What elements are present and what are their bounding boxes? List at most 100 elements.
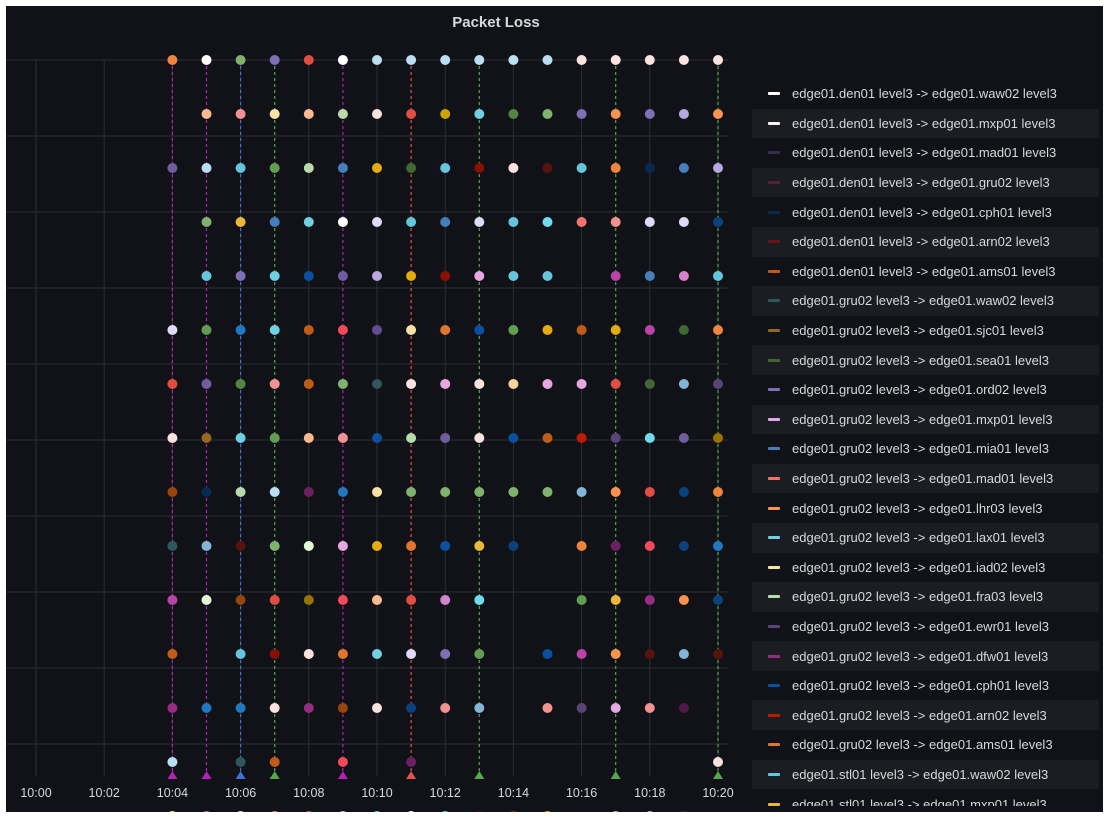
data-point: [201, 163, 212, 173]
data-point: [713, 109, 723, 119]
legend-item[interactable]: edge01.gru02 level3 -> edge01.mxp01 leve…: [752, 404, 1099, 435]
x-tick-label: 10:14: [498, 786, 529, 800]
data-point: [544, 811, 551, 812]
data-point: [678, 271, 689, 281]
data-point: [406, 487, 417, 497]
data-point: [201, 703, 212, 713]
data-point: [476, 811, 483, 812]
data-point: [440, 379, 451, 389]
data-point: [576, 487, 587, 497]
legend-item[interactable]: edge01.gru02 level3 -> edge01.lax01 leve…: [752, 522, 1099, 553]
legend-label: edge01.gru02 level3 -> edge01.mxp01 leve…: [792, 411, 1053, 427]
data-point: [235, 55, 246, 65]
legend-item[interactable]: edge01.gru02 level3 -> edge01.iad02 leve…: [752, 553, 1099, 583]
annotation-marker: [269, 771, 280, 779]
data-point: [337, 109, 348, 119]
data-point: [440, 217, 451, 227]
legend-item[interactable]: edge01.gru02 level3 -> edge01.lhr03 leve…: [752, 493, 1099, 523]
legend-item[interactable]: edge01.gru02 level3 -> edge01.ewr01 leve…: [752, 612, 1099, 642]
legend-label: edge01.gru02 level3 -> edge01.ord02 leve…: [792, 382, 1047, 398]
data-point: [201, 379, 212, 389]
legend-item[interactable]: edge01.den01 level3 -> edge01.arn02 leve…: [752, 226, 1099, 257]
data-point: [713, 649, 723, 659]
data-point: [474, 703, 485, 713]
legend-item[interactable]: edge01.den01 level3 -> edge01.waw02 leve…: [752, 79, 1099, 109]
data-point: [474, 487, 485, 497]
data-point: [713, 217, 723, 227]
data-point: [474, 163, 485, 173]
annotation-marker: [201, 771, 212, 779]
x-tick-label: 10:00: [20, 786, 51, 800]
legend-item[interactable]: edge01.den01 level3 -> edge01.gru02 leve…: [752, 167, 1099, 198]
legend-item[interactable]: edge01.gru02 level3 -> edge01.mad01 leve…: [752, 463, 1099, 494]
data-point: [235, 325, 246, 335]
legend-item[interactable]: edge01.gru02 level3 -> edge01.sea01 leve…: [752, 345, 1099, 375]
legend-item[interactable]: edge01.gru02 level3 -> edge01.ams01 leve…: [752, 730, 1099, 760]
data-point: [644, 217, 655, 227]
legend-item[interactable]: edge01.gru02 level3 -> edge01.cph01 leve…: [752, 671, 1099, 701]
data-point: [337, 271, 348, 281]
legend-item[interactable]: edge01.gru02 level3 -> edge01.sjc01 leve…: [752, 316, 1099, 346]
legend-item[interactable]: edge01.gru02 level3 -> edge01.waw02 leve…: [752, 286, 1099, 316]
legend-item[interactable]: edge01.den01 level3 -> edge01.ams01 leve…: [752, 257, 1099, 287]
data-point: [303, 703, 314, 713]
data-point: [372, 217, 382, 227]
legend-label: edge01.gru02 level3 -> edge01.dfw01 leve…: [792, 648, 1049, 664]
data-point: [542, 649, 553, 659]
data-point: [337, 757, 348, 767]
data-point: [542, 325, 553, 335]
data-point: [269, 271, 280, 281]
legend-label: edge01.gru02 level3 -> edge01.fra03 leve…: [792, 589, 1044, 605]
data-point: [440, 163, 451, 173]
data-point: [678, 433, 689, 443]
x-tick-label: 10:16: [566, 786, 597, 800]
data-point: [610, 379, 621, 389]
data-point: [474, 379, 485, 389]
data-point: [235, 379, 246, 389]
data-point: [235, 649, 246, 659]
legend-item[interactable]: edge01.den01 level3 -> edge01.cph01 leve…: [752, 197, 1099, 227]
data-point: [612, 811, 619, 812]
data-point: [474, 325, 485, 335]
legend-label: edge01.den01 level3 -> edge01.mad01 leve…: [792, 145, 1057, 161]
data-point: [440, 271, 451, 281]
legend-label: edge01.gru02 level3 -> edge01.ams01 leve…: [792, 737, 1053, 753]
legend-item[interactable]: edge01.gru02 level3 -> edge01.fra03 leve…: [752, 582, 1099, 612]
data-point: [235, 487, 246, 497]
data-point: [542, 703, 553, 713]
data-point: [167, 595, 178, 605]
legend-item[interactable]: edge01.den01 level3 -> edge01.mad01 leve…: [752, 138, 1099, 168]
data-point: [269, 487, 280, 497]
data-point: [303, 433, 314, 443]
x-tick-label: 10:06: [225, 786, 256, 800]
data-point: [644, 703, 655, 713]
legend-item[interactable]: edge01.stl01 level3 -> edge01.mxp01 leve…: [752, 789, 1099, 806]
legend-item[interactable]: edge01.stl01 level3 -> edge01.waw02 leve…: [752, 759, 1099, 790]
data-point: [337, 163, 348, 173]
data-point: [406, 595, 417, 605]
data-point: [474, 433, 485, 443]
data-point: [269, 217, 280, 227]
data-point: [680, 811, 687, 812]
legend-item[interactable]: edge01.den01 level3 -> edge01.mxp01 leve…: [752, 108, 1099, 139]
legend-item[interactable]: edge01.gru02 level3 -> edge01.arn02 leve…: [752, 700, 1099, 731]
data-point: [644, 271, 655, 281]
data-point: [440, 433, 451, 443]
data-point: [644, 433, 655, 443]
data-point: [542, 109, 553, 119]
data-point: [576, 217, 587, 227]
legend-swatch: [768, 536, 780, 540]
data-point: [167, 649, 178, 659]
legend-item[interactable]: edge01.gru02 level3 -> edge01.mia01 leve…: [752, 434, 1099, 464]
legend-item[interactable]: edge01.gru02 level3 -> edge01.dfw01 leve…: [752, 641, 1099, 671]
legend-item[interactable]: edge01.gru02 level3 -> edge01.ord02 leve…: [752, 375, 1099, 405]
data-point: [440, 487, 451, 497]
data-point: [406, 649, 417, 659]
packet-loss-chart[interactable]: 10:00 10:02 10:04 10:06 10:08 10:10 10:12 10:14…: [6, 6, 746, 812]
data-point: [508, 379, 519, 389]
annotation-marker: [167, 771, 178, 779]
data-point: [269, 757, 280, 767]
data-point: [337, 217, 348, 227]
data-point: [269, 109, 280, 119]
legend-swatch: [768, 358, 780, 362]
